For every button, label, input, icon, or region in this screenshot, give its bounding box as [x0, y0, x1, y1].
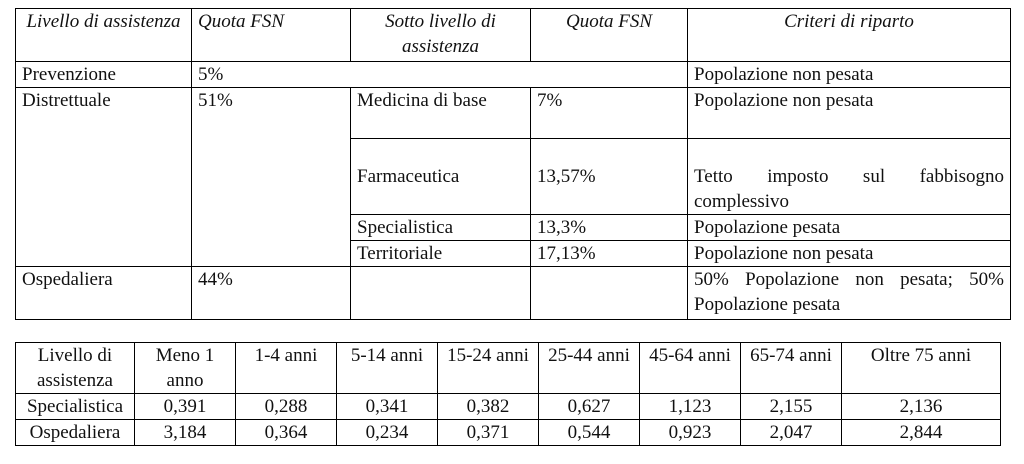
table-row: Distrettuale 51% Medicina di base 7% Pop… [15, 87, 1011, 267]
header-quota: Quota FSN [191, 8, 351, 62]
table-row: Prevenzione 5% Popolazione non pesata [15, 61, 1011, 88]
cell-criteri: Popolazione pesata [687, 214, 1011, 241]
cell-value: 2,844 [841, 419, 1001, 446]
coefficienti-table: Livello di assistenza Meno 1 anno 1-4 an… [15, 342, 1001, 446]
cell-quota: 5% [191, 61, 688, 88]
cell-sotto-livello: Specialistica [350, 214, 531, 241]
cell-quota-sotto: 7% [530, 87, 688, 139]
cell-criteri: Popolazione non pesata [687, 61, 1011, 88]
cell-value: 0,371 [437, 419, 539, 446]
cell-criteri: Tetto imposto sul fabbisogno complessivo [687, 138, 1011, 215]
header-age: 15-24 anni [437, 342, 539, 394]
cell-quota-sotto: 13,57% [530, 138, 688, 215]
cell-value: 0,627 [538, 393, 640, 420]
cell-value: 0,923 [639, 419, 741, 446]
header-age: Oltre 75 anni [841, 342, 1001, 394]
cell-value: 2,155 [740, 393, 842, 420]
cell-value: 2,047 [740, 419, 842, 446]
header-livello: Livello di assistenza [15, 342, 135, 394]
cell-value: 1,123 [639, 393, 741, 420]
cell-quota: 44% [191, 266, 351, 320]
cell-criteri: Popolazione non pesata [687, 240, 1011, 267]
header-age: 5-14 anni [336, 342, 438, 394]
cell-sotto-livello: Medicina di base [350, 87, 531, 139]
table-row: Ospedaliera 3,184 0,364 0,234 0,371 0,54… [15, 419, 1001, 446]
cell-livello: Prevenzione [15, 61, 192, 88]
cell-quota-sotto: 17,13% [530, 240, 688, 267]
riparto-table: Livello di assistenza Quota FSN Sotto li… [15, 8, 1011, 320]
cell-value: 0,391 [134, 393, 236, 420]
header-age: 1-4 anni [235, 342, 337, 394]
header-sotto-livello: Sotto livello di assistenza [350, 8, 531, 62]
cell-sotto-livello-empty [350, 266, 531, 320]
cell-value: 0,544 [538, 419, 640, 446]
table-header-row: Livello di assistenza Quota FSN Sotto li… [15, 8, 1011, 62]
cell-value: 3,184 [134, 419, 236, 446]
header-criteri: Criteri di riparto [687, 8, 1011, 62]
cell-sotto-livello: Farmaceutica [350, 138, 531, 215]
cell-sotto-livello: Territoriale [350, 240, 531, 267]
cell-livello: Ospedaliera [15, 266, 192, 320]
cell-criteri: Popolazione non pesata [687, 87, 1011, 139]
cell-value: 0,382 [437, 393, 539, 420]
table-row: Specialistica 13,3% Popolazione pesata [16, 214, 1011, 241]
header-quota-sotto: Quota FSN [530, 8, 688, 62]
cell-value: 0,364 [235, 419, 337, 446]
header-age: 25-44 anni [538, 342, 640, 394]
header-age: 65-74 anni [740, 342, 842, 394]
header-age: 45-64 anni [639, 342, 741, 394]
cell-livello: Specialistica [15, 393, 135, 420]
cell-quota-sotto-empty [530, 266, 688, 320]
cell-value: 0,341 [336, 393, 438, 420]
cell-livello: Ospedaliera [15, 419, 135, 446]
table-header-row: Livello di assistenza Meno 1 anno 1-4 an… [15, 342, 1001, 394]
table-row: Specialistica 0,391 0,288 0,341 0,382 0,… [15, 393, 1001, 420]
table-row: Farmaceutica 13,57% Tetto imposto sul fa… [16, 138, 1011, 215]
cell-livello: Distrettuale [15, 87, 192, 267]
table-row: Ospedaliera 44% 50% Popolazione non pesa… [15, 266, 1011, 320]
cell-value: 0,288 [235, 393, 337, 420]
cell-value: 2,136 [841, 393, 1001, 420]
cell-quota: 51% [191, 87, 351, 267]
cell-value: 0,234 [336, 419, 438, 446]
cell-quota-sotto: 13,3% [530, 214, 688, 241]
cell-criteri: 50% Popolazione non pesata; 50% Popolazi… [687, 266, 1011, 320]
header-age: Meno 1 anno [134, 342, 236, 394]
header-livello: Livello di assistenza [15, 8, 192, 62]
